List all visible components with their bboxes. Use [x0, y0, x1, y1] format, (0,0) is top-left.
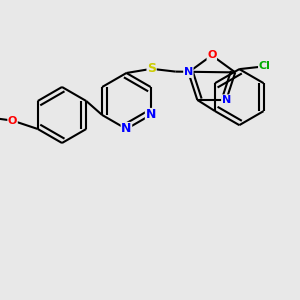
- Text: S: S: [147, 62, 156, 75]
- Text: N: N: [184, 68, 193, 77]
- Text: O: O: [207, 50, 217, 60]
- Text: Cl: Cl: [259, 61, 271, 71]
- Text: N: N: [222, 95, 231, 105]
- Text: N: N: [146, 109, 156, 122]
- Text: N: N: [121, 122, 132, 136]
- Text: O: O: [8, 116, 17, 126]
